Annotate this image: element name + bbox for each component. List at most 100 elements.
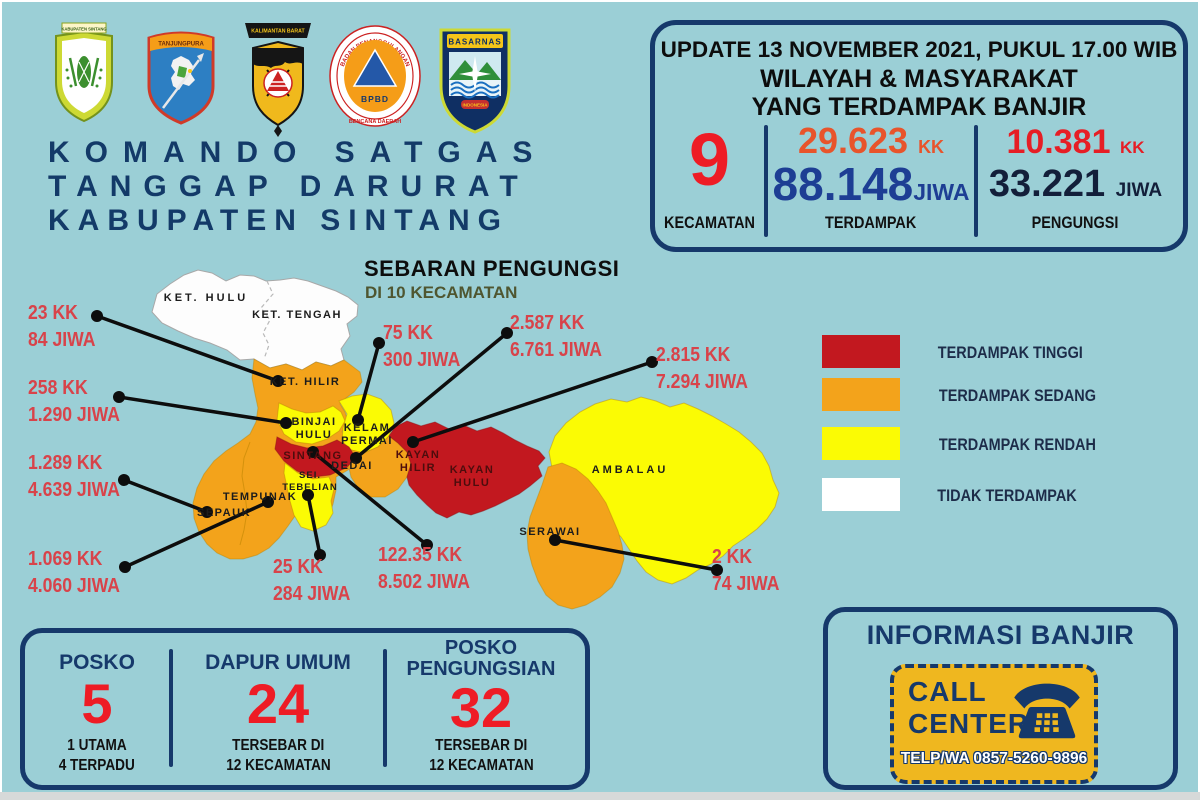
stats-divider bbox=[764, 125, 768, 237]
tempunak-sepauk-border bbox=[239, 441, 251, 546]
posko-value: 5 bbox=[81, 672, 113, 735]
bpbd-triangle bbox=[352, 48, 398, 87]
stat-kecamatan-value: 9 bbox=[688, 118, 731, 201]
region-serawai bbox=[526, 462, 625, 610]
svg-text:HULU: HULU bbox=[454, 477, 491, 489]
tanjungpura-band bbox=[150, 33, 212, 51]
page-title-line-2: TANGGAP DARURAT bbox=[48, 170, 530, 203]
callout-line bbox=[118, 395, 287, 425]
legend-swatch-sedang bbox=[822, 378, 900, 411]
region-label-dedai: DEDAI bbox=[331, 460, 373, 472]
update-datetime: UPDATE 13 NOVEMBER 2021, PUKUL 17.00 WIB bbox=[660, 37, 1178, 62]
callout-dot bbox=[501, 327, 513, 339]
callout-label: 23 KK 84 JIWA bbox=[28, 302, 96, 351]
callout-dot bbox=[373, 337, 385, 349]
callout-line bbox=[306, 494, 322, 556]
mountains bbox=[449, 60, 501, 80]
callout-connectors bbox=[96, 314, 718, 572]
stat-pengungsi-label: PENGUNGSI bbox=[1032, 213, 1119, 232]
callout-line bbox=[354, 331, 509, 460]
basarnas-sub-label: INDONESIA bbox=[462, 103, 488, 108]
basarnas-banner bbox=[447, 34, 503, 48]
bpbd-ring-bottom-label: BENCANA DAERAH bbox=[349, 119, 401, 125]
polda-banner bbox=[245, 23, 311, 38]
callout-dot bbox=[352, 414, 364, 426]
legend-swatch-tidak bbox=[822, 478, 900, 511]
callout-dot bbox=[280, 417, 292, 429]
callout-label: 258 KK 1.290 JIWA bbox=[28, 377, 120, 426]
callout-label: 122.35 KK 8.502 JIWA bbox=[378, 544, 470, 593]
update-subtitle-1: WILAYAH & MASYARAKAT bbox=[760, 65, 1078, 93]
region-label-sei-tebelian: SEI. bbox=[299, 470, 321, 481]
callout-label: 25 KK 284 JIWA bbox=[273, 556, 351, 605]
callout-line bbox=[124, 500, 269, 569]
callout-dot bbox=[711, 564, 723, 576]
posko-pengungsian-sub2: 12 KECAMATAN bbox=[428, 757, 534, 774]
callout-line bbox=[356, 342, 381, 421]
ketungau-internal-border bbox=[260, 280, 274, 360]
sintang-banner bbox=[61, 22, 107, 34]
legend-label-tinggi: TERDAMPAK TINGGI bbox=[937, 343, 1083, 362]
region-label-sintang: SINTANG bbox=[283, 450, 342, 462]
svg-text:HULU: HULU bbox=[296, 429, 333, 441]
call-center-card: CALL CENTER TELP/WA 0857-5260-9896 bbox=[890, 664, 1098, 784]
region-label-kayan-hilir: KAYAN bbox=[396, 449, 441, 461]
legend-swatch-rendah bbox=[822, 427, 900, 460]
page-title-line-3: KABUPATEN SINTANG bbox=[48, 204, 509, 237]
svg-text:TEBELIAN: TEBELIAN bbox=[282, 482, 338, 493]
informasi-banjir-box: INFORMASI BANJIR CALL CENTER TELP/WA 085… bbox=[823, 607, 1178, 790]
legend-label-sedang: TERDAMPAK SEDANG bbox=[938, 386, 1096, 405]
region-label-kelam-permai: KELAM bbox=[344, 422, 391, 434]
posko-summary-box: POSKO 5 1 UTAMA 4 TERPADU DAPUR UMUM 24 … bbox=[20, 628, 590, 790]
page-title-line-1: KOMANDO SATGAS bbox=[48, 136, 548, 169]
callout-dots bbox=[91, 310, 723, 576]
logo-kabupaten-sintang: KABUPATEN SINTANG bbox=[55, 22, 113, 123]
dapur-umum-value: 24 bbox=[246, 672, 310, 735]
legend-label-tidak: TIDAK TERDAMPAK bbox=[937, 486, 1077, 505]
callout-label: 2.815 KK 7.294 JIWA bbox=[656, 344, 748, 393]
callout-dot bbox=[262, 496, 274, 508]
callout-dot bbox=[119, 561, 131, 573]
map-title: SEBARAN PENGUNGSI bbox=[364, 256, 620, 281]
callout-dot bbox=[350, 452, 362, 464]
svg-text:HILIR: HILIR bbox=[400, 462, 436, 474]
tanjungpura-label: TANJUNGPURA bbox=[158, 42, 204, 48]
callout-dot bbox=[407, 436, 419, 448]
call-center-phone: TELP/WA 0857-5260-9896 bbox=[900, 750, 1088, 767]
region-ketungau-hulu-tengah bbox=[151, 269, 359, 371]
region-ambalau bbox=[548, 396, 780, 585]
logo-tanjungpura: TANJUNGPURA bbox=[147, 31, 215, 125]
callout-dot bbox=[272, 375, 284, 387]
posko-sub2: 4 TERPADU bbox=[58, 757, 136, 774]
callout-line bbox=[554, 538, 718, 572]
callout-dot bbox=[646, 356, 658, 368]
sintang-banner-label: KABUPATEN SINTANG bbox=[61, 27, 106, 32]
region-binjai-hulu bbox=[276, 402, 346, 445]
dapur-umum-sub1: TERSEBAR DI bbox=[231, 737, 325, 754]
stats-divider bbox=[974, 125, 978, 237]
stat-pengungsi-jiwa: 33.221 JIWA bbox=[988, 163, 1163, 205]
polda-banner-label: KALIMANTAN BARAT bbox=[251, 29, 305, 35]
dapur-umum-sub2: 12 KECAMATAN bbox=[225, 757, 331, 774]
callout-dot bbox=[201, 506, 213, 518]
callout-line bbox=[123, 478, 208, 514]
region-label-ket-hulu: KET. HULU bbox=[164, 292, 248, 304]
call-center-label-1: CALL bbox=[908, 676, 987, 707]
callout-line bbox=[311, 450, 429, 547]
region-label-ambalau: AMBALAU bbox=[592, 464, 669, 476]
posko-divider bbox=[169, 649, 173, 767]
bpbd-label: BPBD bbox=[361, 94, 389, 104]
callout-label: 1.289 KK 4.639 JIWA bbox=[28, 452, 120, 501]
callout-dot bbox=[314, 549, 326, 561]
callout-dot bbox=[302, 489, 314, 501]
info-box-title: INFORMASI BANJIR bbox=[866, 620, 1135, 650]
posko-sub1: 1 UTAMA bbox=[67, 737, 127, 754]
posko-pengungsian-title-2: PENGUNGSIAN bbox=[406, 658, 556, 680]
call-center-label-2: CENTER bbox=[908, 708, 1030, 739]
legend-swatch-tinggi bbox=[822, 335, 900, 368]
stat-pengungsi-kk: 10.381 KK bbox=[1006, 123, 1145, 161]
region-label-ket-hilir: KET. HILIR bbox=[270, 376, 341, 388]
